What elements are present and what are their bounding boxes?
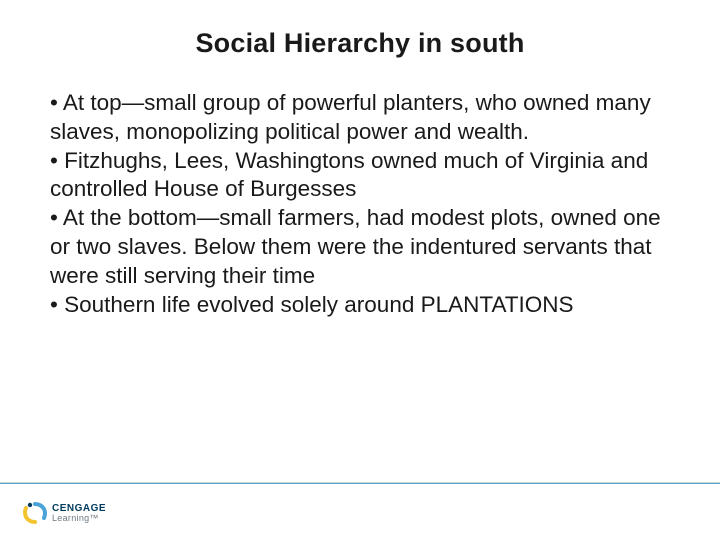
bullet-item: • Southern life evolved solely around PL… bbox=[50, 291, 670, 320]
slide-title: Social Hierarchy in south bbox=[48, 28, 672, 59]
brand-sub: Learning™ bbox=[52, 514, 106, 523]
bullet-item: • Fitzhughs, Lees, Washingtons owned muc… bbox=[50, 147, 670, 205]
slide-body: • At top—small group of powerful planter… bbox=[48, 89, 672, 319]
logo-text: CENGAGE Learning™ bbox=[52, 504, 106, 523]
slide: Social Hierarchy in south • At top—small… bbox=[0, 0, 720, 540]
logo-icon bbox=[22, 500, 48, 526]
bullet-item: • At top—small group of powerful planter… bbox=[50, 89, 670, 147]
bullet-item: • At the bottom—small farmers, had modes… bbox=[50, 204, 670, 290]
footer-divider bbox=[0, 482, 720, 484]
brand-name: CENGAGE bbox=[52, 504, 106, 514]
brand-logo: CENGAGE Learning™ bbox=[22, 500, 106, 526]
